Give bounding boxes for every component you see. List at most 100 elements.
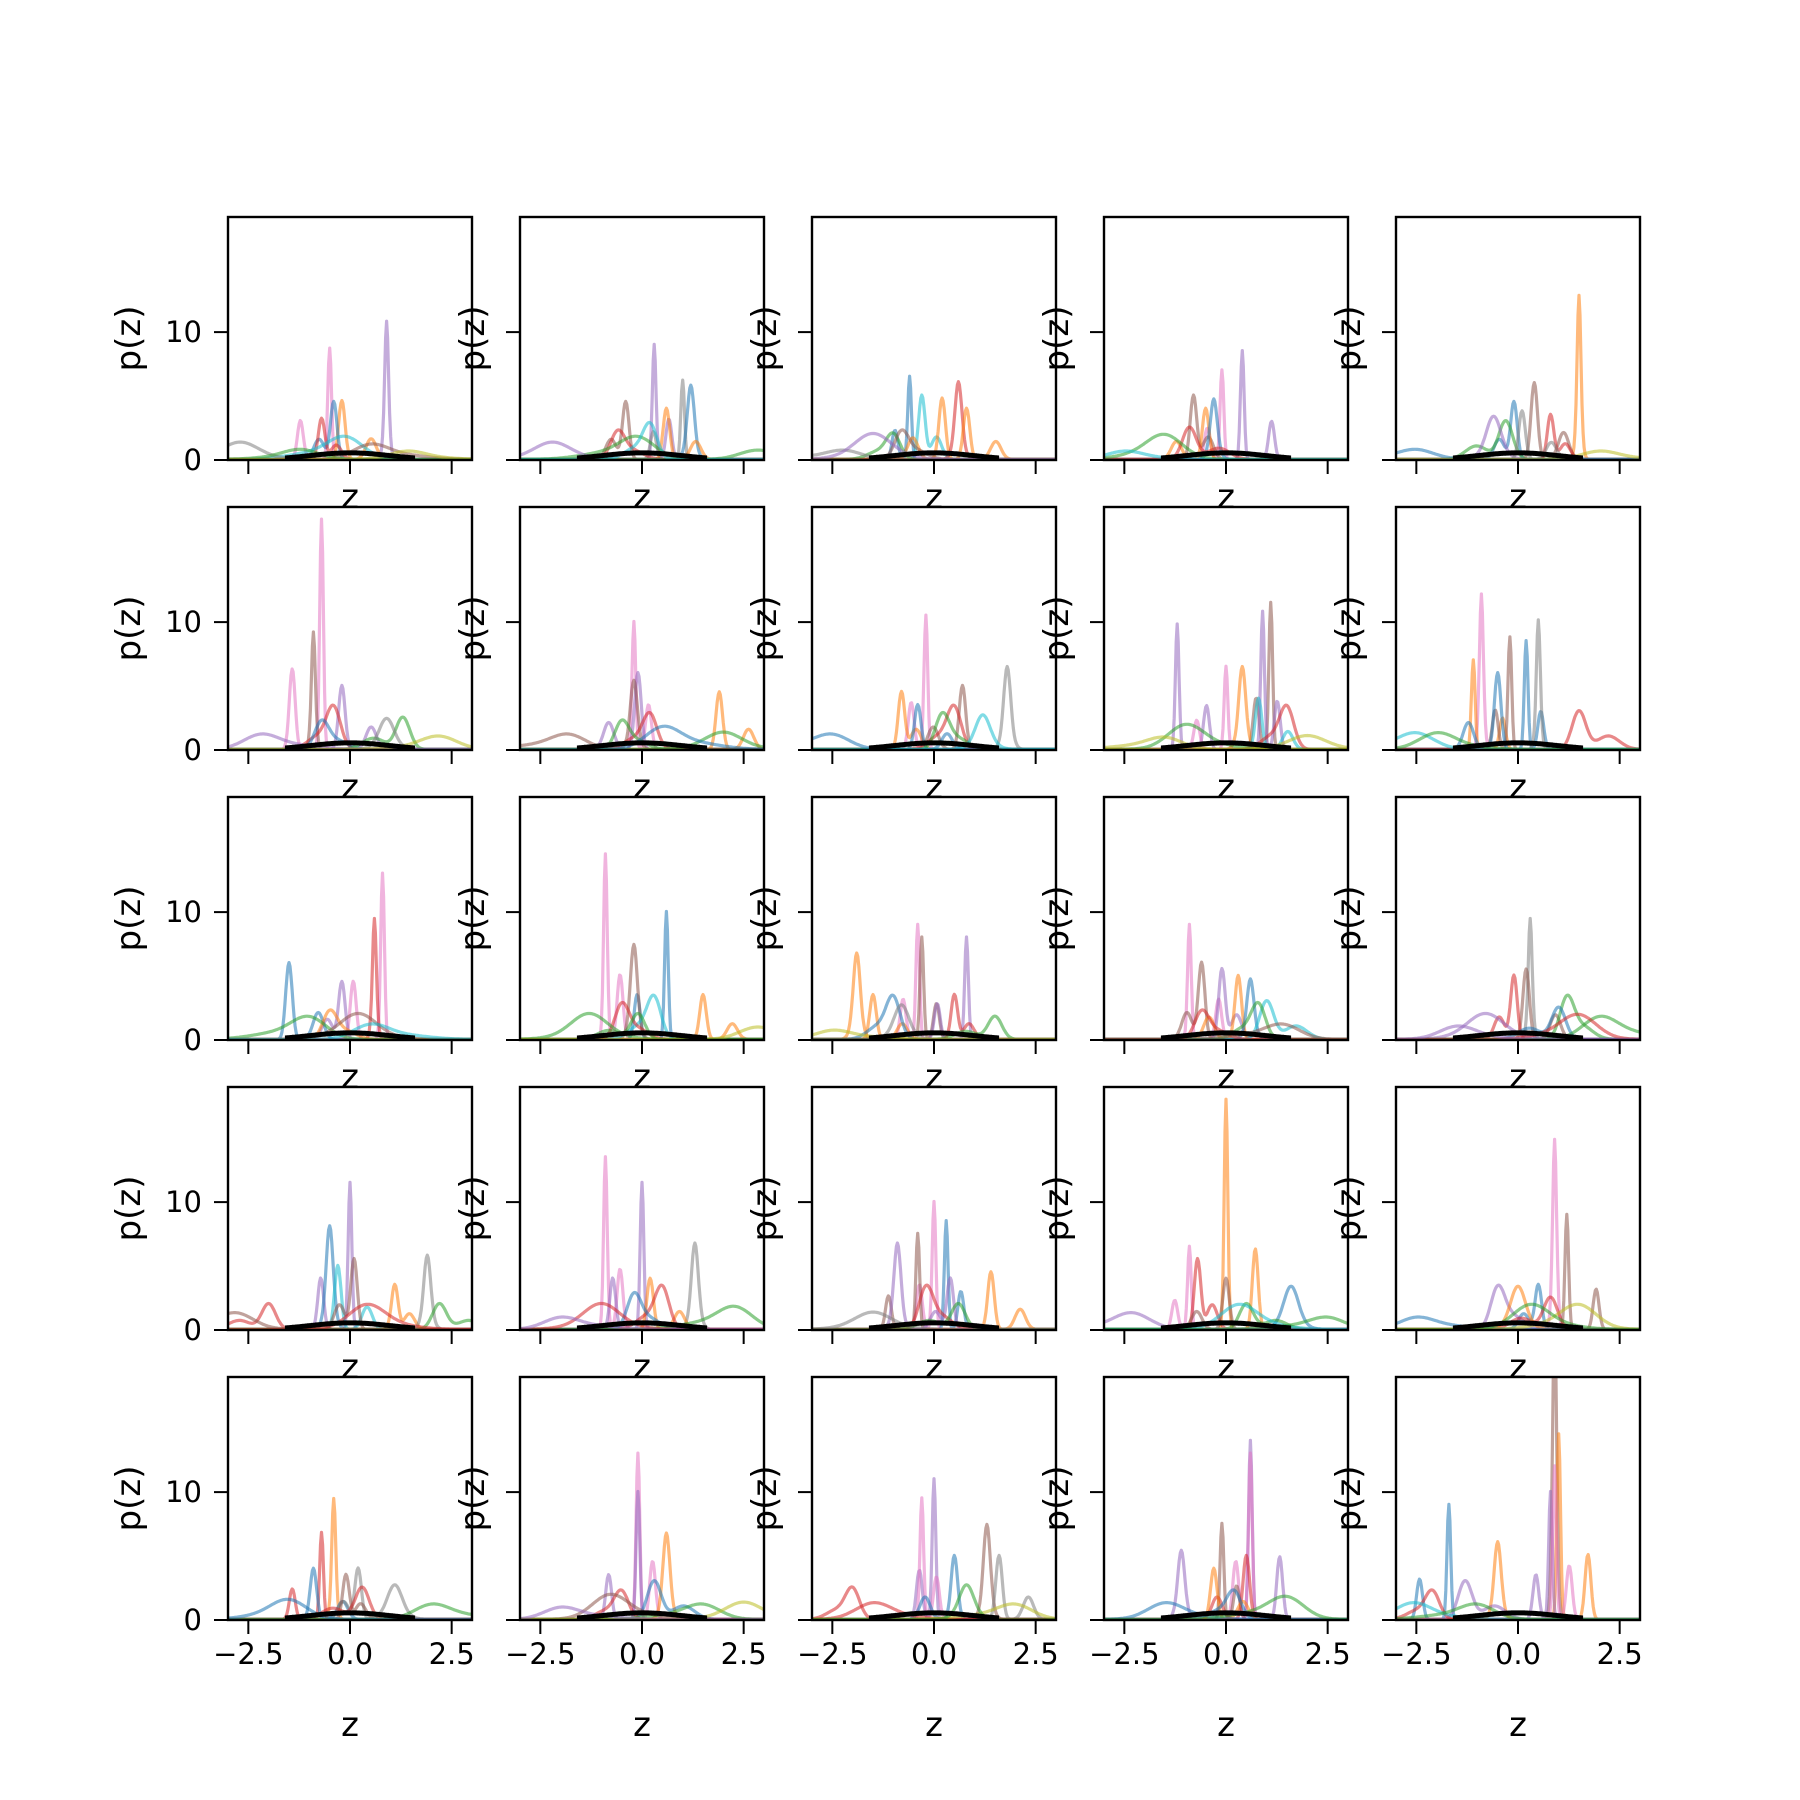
subplot-curves bbox=[520, 619, 764, 750]
series-line bbox=[1396, 1489, 1640, 1620]
reference-curve bbox=[576, 1320, 708, 1330]
subplot-r1-c5: z p(z) bbox=[1329, 215, 1642, 517]
subplot-curves bbox=[228, 1496, 472, 1620]
y-axis-label: p(z) bbox=[1329, 1466, 1369, 1532]
subplot-curves bbox=[1396, 916, 1640, 1040]
y-axis-label: p(z) bbox=[1329, 306, 1369, 372]
subplot-r4-c4: z p(z) bbox=[1037, 1085, 1350, 1387]
series-line bbox=[1104, 1244, 1348, 1330]
reference-curve bbox=[868, 1320, 1000, 1330]
x-axis-label: z bbox=[1509, 1705, 1527, 1745]
subplot-curves bbox=[520, 1155, 764, 1330]
y-axis-label: p(z) bbox=[745, 306, 785, 372]
reference-curve bbox=[868, 450, 1000, 460]
series-line bbox=[1396, 618, 1640, 750]
y-tick-label: 10 bbox=[165, 895, 202, 929]
x-axis-label: z bbox=[925, 767, 943, 807]
series-line bbox=[1104, 966, 1348, 1040]
subplot-curves bbox=[1396, 1137, 1640, 1330]
y-axis-label: p(z) bbox=[453, 596, 493, 662]
subplot-curves bbox=[1104, 1097, 1348, 1330]
x-tick-label: −2.5 bbox=[1089, 1637, 1159, 1671]
subplot-curves bbox=[228, 1180, 472, 1330]
x-axis-label: z bbox=[925, 477, 943, 517]
subplot-r5-c4: −2.5 0.0 2.5 z p(z) bbox=[1037, 1375, 1351, 1745]
x-axis-label: z bbox=[1509, 1347, 1527, 1387]
series-line bbox=[1104, 922, 1348, 1040]
y-tick-label: 0 bbox=[184, 1313, 202, 1347]
y-axis-label: p(z) bbox=[1037, 306, 1077, 372]
reference-curve bbox=[1452, 1030, 1584, 1040]
subplot-frame bbox=[518, 795, 766, 1042]
subplot-frame bbox=[810, 795, 1058, 1042]
reference-curve bbox=[1160, 1320, 1292, 1330]
reference-curve bbox=[284, 1320, 416, 1330]
x-axis-label: z bbox=[925, 1347, 943, 1387]
y-axis-label: p(z) bbox=[453, 1466, 493, 1532]
x-axis-label: z bbox=[633, 767, 651, 807]
series-line bbox=[228, 683, 472, 750]
series-line bbox=[1396, 1502, 1640, 1620]
subplot-curves bbox=[812, 374, 1056, 460]
subplot-r1-c1: 0 10 z p(z) bbox=[109, 215, 474, 517]
series-line bbox=[520, 852, 764, 1040]
x-tick-label: 0.0 bbox=[1203, 1637, 1249, 1671]
subplot-r4-c1: 0 10 z p(z) bbox=[109, 1085, 474, 1387]
x-tick-label: −2.5 bbox=[1381, 1637, 1451, 1671]
y-tick-label: 10 bbox=[165, 605, 202, 639]
subplot-curves bbox=[1104, 349, 1348, 460]
subplot-curves bbox=[1104, 922, 1348, 1040]
x-axis-label: z bbox=[341, 1705, 359, 1745]
subplot-frame bbox=[1394, 1375, 1642, 1622]
subplot-curves bbox=[1396, 592, 1640, 750]
subplot-curves bbox=[520, 342, 764, 460]
subplot-r5-c3: −2.5 0.0 2.5 z p(z) bbox=[745, 1375, 1059, 1745]
y-axis-label: p(z) bbox=[109, 596, 149, 662]
x-axis-label: z bbox=[633, 1705, 651, 1745]
reference-curve bbox=[576, 450, 708, 460]
y-tick-label: 10 bbox=[165, 1185, 202, 1219]
x-tick-label: 0.0 bbox=[1495, 1637, 1541, 1671]
series-line bbox=[520, 383, 764, 460]
x-axis-label: z bbox=[925, 1705, 943, 1745]
subplot-frame bbox=[226, 505, 474, 752]
x-axis-label: z bbox=[341, 1347, 359, 1387]
reference-curve bbox=[1160, 450, 1292, 460]
x-tick-label: 2.5 bbox=[721, 1637, 767, 1671]
y-tick-label: 0 bbox=[184, 443, 202, 477]
subplot-r2-c2: z p(z) bbox=[453, 505, 766, 807]
y-axis-label: p(z) bbox=[745, 1176, 785, 1242]
y-tick-label: 0 bbox=[184, 1603, 202, 1637]
y-tick-label: 0 bbox=[184, 1023, 202, 1057]
reference-curve bbox=[284, 740, 416, 750]
subplot-r5-c2: −2.5 0.0 2.5 z p(z) bbox=[453, 1375, 767, 1745]
subplot-r2-c3: z p(z) bbox=[745, 505, 1058, 807]
panel-grid: 0 10 z p(z) z p(z) z p(z) z p(z) z p(z) 0 10 z p(z) z p(z… bbox=[109, 215, 1643, 1745]
subplot-frame bbox=[226, 1375, 474, 1622]
reference-curve bbox=[868, 1610, 1000, 1620]
y-tick-label: 10 bbox=[165, 1475, 202, 1509]
series-line bbox=[812, 1301, 1056, 1330]
series-line bbox=[1104, 1097, 1348, 1330]
reference-curve bbox=[1452, 1320, 1584, 1330]
x-axis-label: z bbox=[1509, 767, 1527, 807]
y-tick-label: 0 bbox=[184, 733, 202, 767]
series-line bbox=[1396, 1137, 1640, 1330]
y-axis-label: p(z) bbox=[109, 306, 149, 372]
reference-curve bbox=[576, 1030, 708, 1040]
subplot-curves bbox=[228, 871, 472, 1040]
x-tick-label: 0.0 bbox=[911, 1637, 957, 1671]
series-line bbox=[228, 517, 472, 750]
x-tick-label: −2.5 bbox=[213, 1637, 283, 1671]
subplot-frame bbox=[810, 505, 1058, 752]
x-axis-label: z bbox=[1217, 1347, 1235, 1387]
reference-curve bbox=[576, 740, 708, 750]
subplot-curves bbox=[1104, 1438, 1348, 1620]
y-axis-label: p(z) bbox=[745, 886, 785, 952]
reference-curve bbox=[1160, 1610, 1292, 1620]
x-axis-label: z bbox=[1509, 1057, 1527, 1097]
y-axis-label: p(z) bbox=[1037, 596, 1077, 662]
subplot-frame bbox=[226, 215, 474, 462]
series-line bbox=[520, 378, 764, 460]
